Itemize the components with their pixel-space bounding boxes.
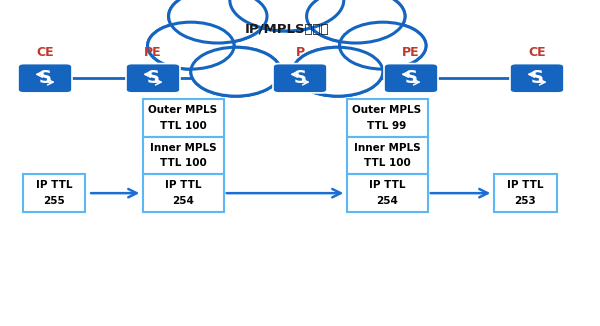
Text: Inner MPLS: Inner MPLS: [149, 143, 217, 153]
Text: TTL 100: TTL 100: [160, 121, 206, 131]
FancyBboxPatch shape: [384, 64, 438, 93]
Bar: [23, 174, 85, 212]
Circle shape: [232, 0, 342, 30]
Text: TTL 100: TTL 100: [364, 158, 410, 169]
Circle shape: [191, 47, 281, 96]
FancyBboxPatch shape: [18, 64, 72, 93]
Text: 254: 254: [376, 196, 398, 206]
Text: TTL 99: TTL 99: [367, 121, 407, 131]
Text: S: S: [293, 69, 307, 87]
Circle shape: [341, 23, 425, 68]
Text: S: S: [404, 69, 418, 87]
Text: IP/MPLS骨干网: IP/MPLS骨干网: [244, 23, 329, 36]
Text: 254: 254: [172, 196, 194, 206]
Circle shape: [307, 0, 405, 43]
Text: P: P: [295, 46, 305, 59]
Text: IP TTL: IP TTL: [369, 180, 405, 190]
Bar: [347, 137, 427, 174]
Text: TTL 100: TTL 100: [160, 158, 206, 169]
Circle shape: [308, 0, 404, 42]
FancyBboxPatch shape: [510, 64, 564, 93]
Bar: [347, 99, 427, 137]
Bar: [143, 99, 223, 137]
Text: S: S: [146, 69, 160, 87]
Text: Outer MPLS: Outer MPLS: [148, 105, 218, 115]
Circle shape: [149, 23, 233, 68]
FancyBboxPatch shape: [126, 64, 180, 93]
Circle shape: [340, 22, 426, 69]
Text: PE: PE: [144, 46, 162, 59]
Circle shape: [170, 0, 266, 42]
Text: PE: PE: [402, 46, 420, 59]
Circle shape: [192, 48, 280, 96]
Circle shape: [294, 48, 382, 96]
Bar: [143, 137, 223, 174]
Text: S: S: [38, 69, 52, 87]
Text: CE: CE: [528, 46, 546, 59]
Text: IP TTL: IP TTL: [165, 180, 201, 190]
Text: IP TTL: IP TTL: [36, 180, 72, 190]
Bar: [347, 174, 427, 212]
Bar: [143, 174, 223, 212]
Text: IP TTL: IP TTL: [507, 180, 543, 190]
Text: CE: CE: [36, 46, 54, 59]
FancyBboxPatch shape: [273, 64, 327, 93]
Text: Inner MPLS: Inner MPLS: [353, 143, 421, 153]
Circle shape: [293, 47, 383, 96]
Text: S: S: [530, 69, 544, 87]
Text: 253: 253: [514, 196, 536, 206]
Circle shape: [169, 0, 267, 43]
Circle shape: [148, 22, 234, 69]
Circle shape: [230, 0, 344, 31]
Text: 255: 255: [43, 196, 65, 206]
Text: Outer MPLS: Outer MPLS: [352, 105, 422, 115]
Bar: [493, 174, 557, 212]
